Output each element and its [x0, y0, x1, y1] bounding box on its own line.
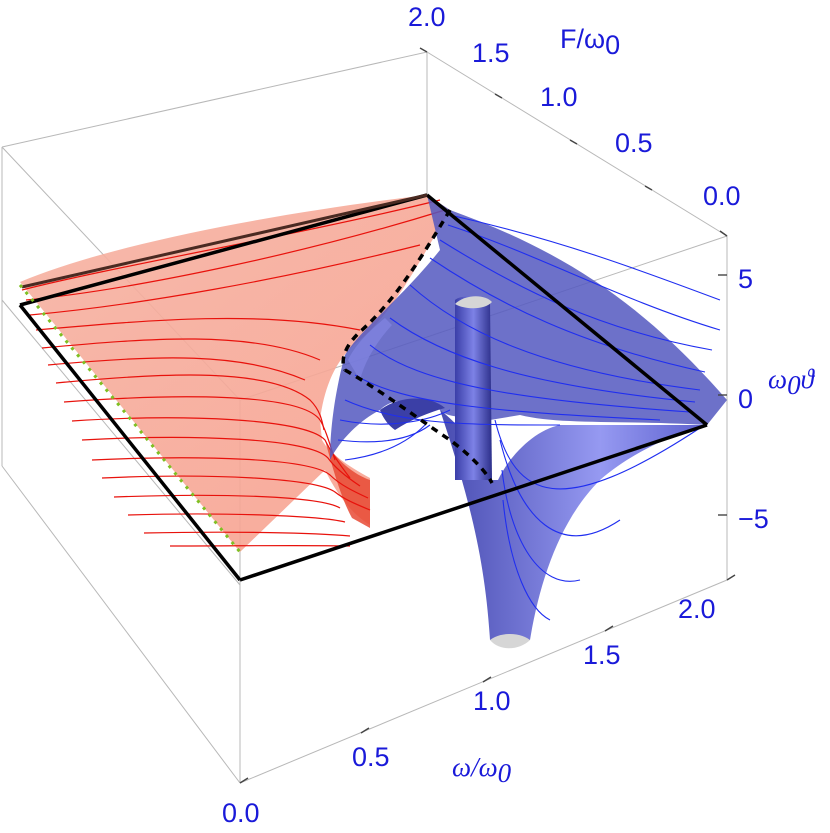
y-tick-2: 1.0	[540, 82, 578, 112]
y-tick-4: 2.0	[408, 2, 446, 32]
dashed-curves	[341, 209, 494, 484]
y-tick-3: 1.5	[472, 38, 510, 68]
y-axis-label: F/ω0	[560, 24, 620, 60]
z-axis-label: ω0ϑ	[768, 364, 816, 400]
z-tick-0: 5	[738, 264, 753, 294]
z-tick-labels: 5 0 −5	[738, 264, 769, 534]
frame-lines	[18, 193, 709, 582]
x-tick-labels: 0.0 0.5 1.0 1.5 2.0	[222, 594, 716, 828]
y-tick-1: 0.5	[615, 128, 653, 158]
y-tick-labels: 0.0 0.5 1.0 1.5 2.0	[408, 2, 741, 211]
x-tick-4: 2.0	[678, 594, 716, 624]
x-tick-3: 1.5	[583, 640, 621, 670]
z-tick-2: −5	[738, 504, 769, 534]
z-axis-ticks	[718, 274, 727, 516]
z-tick-1: 0	[738, 384, 753, 414]
red-surface	[20, 195, 450, 552]
y-axis-ticks	[419, 47, 728, 237]
x-tick-0: 0.0	[222, 798, 260, 828]
x-tick-2: 1.0	[473, 686, 511, 716]
y-tick-0: 0.0	[703, 181, 741, 211]
green-dotted-edge	[18, 284, 242, 553]
red-contours	[21, 199, 446, 547]
x-axis-label: ω/ω0	[452, 752, 512, 788]
x-axis-ticks	[239, 574, 736, 784]
x-tick-1: 0.5	[352, 742, 390, 772]
